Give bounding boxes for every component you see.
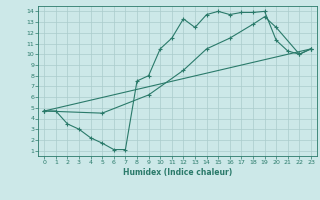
X-axis label: Humidex (Indice chaleur): Humidex (Indice chaleur) [123,168,232,177]
